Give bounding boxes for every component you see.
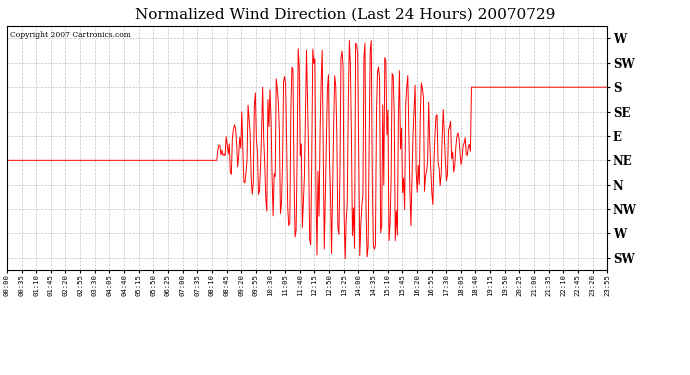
Text: Copyright 2007 Cartronics.com: Copyright 2007 Cartronics.com (10, 31, 131, 39)
Text: Normalized Wind Direction (Last 24 Hours) 20070729: Normalized Wind Direction (Last 24 Hours… (135, 8, 555, 21)
